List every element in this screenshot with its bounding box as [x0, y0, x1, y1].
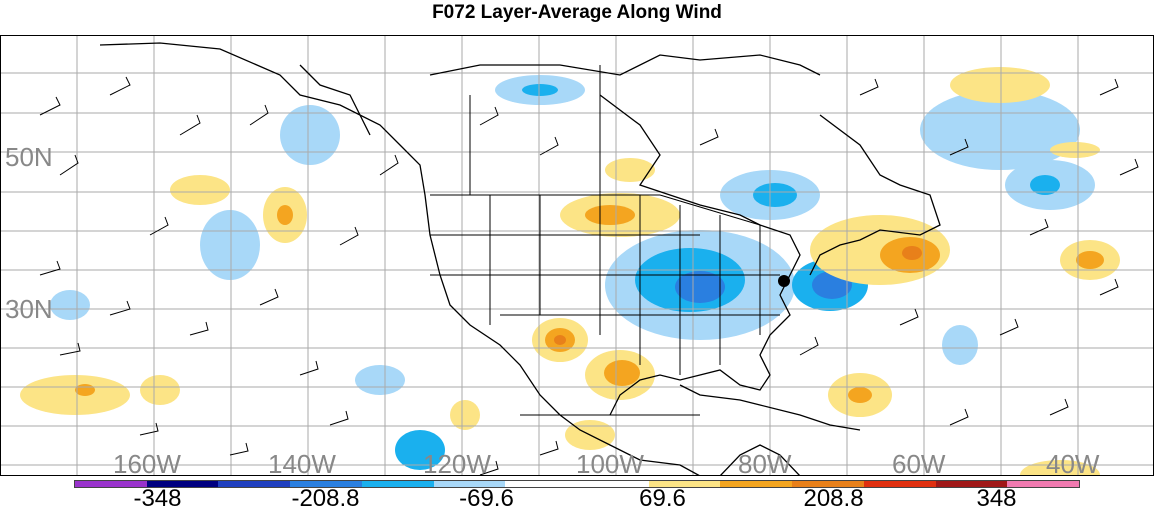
colorbar-swatch [146, 481, 219, 487]
positive-anomaly-region [170, 175, 230, 205]
colorbar-label: -69.6 [459, 485, 514, 512]
colorbar-swatch [792, 481, 864, 487]
positive-anomaly-region [902, 246, 922, 260]
political-borders [430, 65, 780, 416]
positive-anomaly-region [75, 384, 95, 396]
positive-anomaly-region [1076, 251, 1104, 269]
wind-barbs [39, 76, 1139, 476]
lon-label-80w: 80W [738, 449, 792, 476]
positive-anomaly-region [1020, 460, 1100, 476]
negative-anomaly-region [395, 430, 445, 470]
positive-anomaly-region [20, 375, 130, 415]
lat-label-30n: 30N [5, 294, 53, 324]
colorbar-swatch [577, 481, 649, 487]
storm-location-dot [778, 275, 790, 287]
colorbar-swatch [290, 481, 362, 487]
colorbar-label: -208.8 [291, 485, 360, 512]
colorbar-swatch [863, 481, 936, 487]
positive-anomaly-region [140, 375, 180, 405]
lon-label-140w: 140W [268, 449, 336, 476]
weather-map: 50N 30N 160W 140W 120W 100W 80W 60W 40W [0, 35, 1154, 476]
colorbar-swatch [505, 481, 578, 487]
positive-anomaly-region [950, 67, 1050, 103]
lat-lon-grid [0, 35, 1154, 476]
positive-anomaly-region [1050, 142, 1100, 158]
lat-label-50n: 50N [5, 142, 53, 172]
negative-anomaly-region [522, 84, 558, 96]
lon-label-100w: 100W [576, 449, 644, 476]
map-title: F072 Layer-Average Along Wind [432, 2, 722, 23]
colorbar-swatch [935, 481, 1008, 487]
negative-anomaly-region [920, 90, 1080, 170]
lon-label-60w: 60W [892, 449, 946, 476]
negative-anomaly-region [675, 271, 725, 303]
colorbar-label: 69.6 [639, 485, 686, 512]
positive-anomaly-region [277, 205, 293, 225]
anomaly-shading [20, 67, 1120, 476]
negative-anomaly-region [50, 290, 90, 320]
positive-anomaly-region [585, 205, 635, 225]
lon-label-40w: 40W [1046, 449, 1100, 476]
positive-anomaly-region [604, 360, 640, 386]
colorbar-swatch [75, 481, 147, 487]
colorbar-swatch [1007, 481, 1080, 487]
colorbar-swatch [720, 481, 793, 487]
positive-anomaly-region [450, 400, 480, 430]
colorbar-label: 208.8 [803, 485, 864, 512]
negative-anomaly-region [753, 183, 797, 207]
colorbar-label: -348 [133, 485, 182, 512]
colorbar-swatch [218, 481, 291, 487]
colorbar-swatch [648, 481, 721, 487]
colorbar-swatch [433, 481, 506, 487]
colorbar-labels: -348 -208.8 -69.6 69.6 208.8 348 [74, 486, 1080, 511]
negative-anomaly-region [355, 365, 405, 395]
positive-anomaly-region [848, 387, 872, 403]
negative-anomaly-region [1030, 175, 1060, 195]
negative-anomaly-region [942, 325, 978, 365]
lon-label-160w: 160W [113, 449, 181, 476]
positive-anomaly-region [554, 335, 566, 345]
weather-map-canvas: 50N 30N 160W 140W 120W 100W 80W 60W 40W [0, 35, 1154, 476]
coastlines [99, 42, 941, 476]
negative-anomaly-region [200, 210, 260, 280]
positive-anomaly-region [605, 158, 655, 182]
colorbar-label: 348 [976, 485, 1017, 512]
lon-label-120w: 120W [423, 449, 491, 476]
negative-anomaly-region [280, 105, 340, 165]
colorbar-swatch [361, 481, 434, 487]
colorbar [74, 480, 1080, 488]
